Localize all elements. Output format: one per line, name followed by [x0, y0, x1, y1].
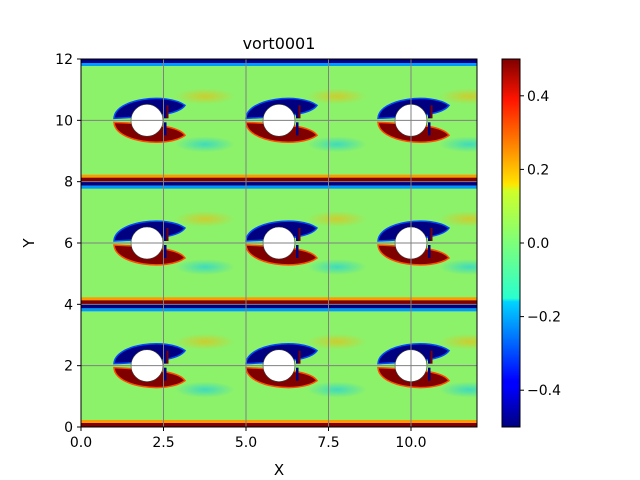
- near-wake-positive: [430, 228, 433, 241]
- y-axis-title: Y: [20, 238, 38, 249]
- band-negative: [81, 304, 477, 309]
- near-wake-positive: [166, 228, 169, 241]
- cylinder-wake: [245, 211, 367, 275]
- wake-streak-lower: [439, 259, 477, 275]
- plot-area: [81, 55, 477, 434]
- wake-streak-lower: [175, 381, 235, 398]
- band-halo-bottom: [81, 63, 477, 66]
- x-tick-label: 2.5: [152, 435, 174, 451]
- y-tick-label: 10: [55, 113, 73, 129]
- wake-streak-lower: [175, 259, 235, 275]
- band-positive: [81, 300, 477, 305]
- wake-streak-lower: [439, 136, 477, 153]
- wall-band: [81, 55, 477, 66]
- colorbar-tick-label: 0.0: [527, 236, 549, 252]
- wall-bands: [81, 55, 477, 434]
- cylinder-wake: [245, 333, 367, 398]
- wake-streak-lower: [307, 259, 367, 275]
- colorbar-tick-label: −0.4: [527, 383, 561, 399]
- near-wake-positive: [166, 350, 169, 364]
- near-wake-negative: [164, 105, 167, 119]
- band-negative: [81, 181, 477, 186]
- near-wake-negative: [164, 350, 167, 364]
- near-wake-negative: [296, 350, 299, 364]
- wake-streak-lower: [307, 381, 367, 398]
- x-tick-label: 7.5: [317, 435, 339, 451]
- colorbar-ticks: −0.4 −0.2 0.0 0.2 0.4: [520, 89, 561, 399]
- x-tick-label: 5.0: [235, 435, 257, 451]
- near-wake-negative: [296, 228, 299, 241]
- near-wake-negative: [428, 367, 431, 381]
- wall-band: [81, 174, 477, 189]
- wake-streak-upper: [439, 211, 477, 227]
- near-wake-negative: [164, 245, 167, 258]
- wall-band: [81, 420, 477, 434]
- x-axis: 0.0 2.5 5.0 7.5 10.0: [70, 427, 427, 451]
- y-tick-label: 12: [55, 52, 73, 68]
- y-tick-label: 0: [64, 420, 73, 436]
- wake-streak-lower: [307, 136, 367, 153]
- colorbar-tick-label: 0.2: [527, 162, 549, 178]
- near-wake-negative: [428, 245, 431, 258]
- vortex-wakes: [113, 88, 477, 398]
- near-wake-negative: [164, 367, 167, 381]
- wake-streak-upper: [175, 211, 235, 227]
- y-tick-label: 4: [64, 297, 73, 313]
- near-wake-negative: [296, 122, 299, 136]
- band-positive: [81, 177, 477, 182]
- x-axis-title: X: [274, 461, 284, 479]
- band-halo-bottom: [81, 185, 477, 189]
- band-halo-bottom: [81, 431, 477, 434]
- y-tick-label: 6: [64, 236, 73, 252]
- colorbar-gradient: [501, 58, 521, 428]
- near-wake-negative: [428, 122, 431, 136]
- near-wake-positive: [166, 105, 169, 119]
- band-negative: [81, 59, 477, 63]
- wake-streak-upper: [175, 333, 235, 350]
- near-wake-negative: [296, 245, 299, 258]
- band-positive: [81, 55, 477, 59]
- wake-streak-upper: [307, 333, 367, 350]
- band-positive: [81, 423, 477, 427]
- colorbar-tick-label: 0.4: [527, 89, 549, 105]
- near-wake-negative: [164, 122, 167, 136]
- y-axis: 0 2 4 6 8 10 12: [55, 52, 81, 436]
- cylinder-wake: [113, 333, 235, 398]
- near-wake-positive: [298, 105, 301, 119]
- near-wake-positive: [298, 228, 301, 241]
- wake-streak-upper: [175, 88, 235, 105]
- wake-streak-upper: [439, 88, 477, 105]
- wall-band: [81, 297, 477, 312]
- near-wake-positive: [298, 350, 301, 364]
- band-halo-bottom: [81, 308, 477, 312]
- band-halo-top: [81, 420, 477, 423]
- y-tick-label: 2: [64, 359, 73, 375]
- band-halo-top: [81, 174, 477, 178]
- chart-title: vort0001: [243, 34, 316, 53]
- near-wake-negative: [428, 228, 431, 241]
- near-wake-negative: [296, 367, 299, 381]
- wake-streak-lower: [439, 381, 477, 398]
- near-wake-negative: [428, 105, 431, 119]
- near-wake-positive: [430, 350, 433, 364]
- y-tick-label: 8: [64, 175, 73, 191]
- wake-streak-upper: [307, 88, 367, 105]
- wake-streak-lower: [175, 136, 235, 153]
- x-tick-label: 0.0: [70, 435, 92, 451]
- grid-lines: [81, 59, 477, 427]
- near-wake-negative: [296, 105, 299, 119]
- wake-streak-upper: [439, 333, 477, 350]
- colorbar-tick-label: −0.2: [527, 310, 561, 326]
- colorbar: −0.4 −0.2 0.0 0.2 0.4: [501, 58, 561, 428]
- near-wake-positive: [430, 105, 433, 119]
- wake-streak-upper: [307, 211, 367, 227]
- band-negative: [81, 427, 477, 431]
- near-wake-negative: [164, 228, 167, 241]
- band-halo-top: [81, 297, 477, 301]
- near-wake-negative: [428, 350, 431, 364]
- x-tick-label: 10.0: [395, 435, 426, 451]
